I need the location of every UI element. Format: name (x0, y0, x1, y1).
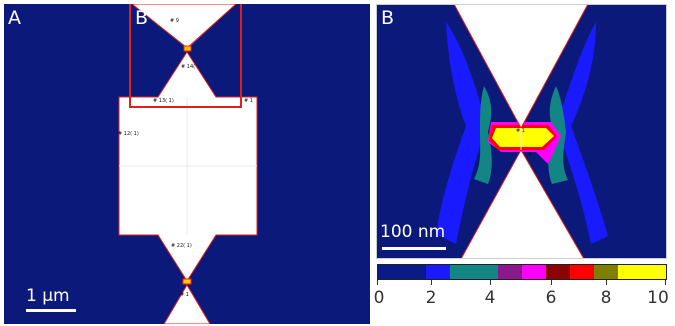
bottom-electrode-outline (163, 284, 211, 324)
colorbar-tick-label: 2 (425, 288, 437, 308)
bottom-electrode-b (461, 150, 584, 259)
top-electrode (132, 4, 236, 48)
colorbar-segment (570, 265, 594, 279)
point-label: # 1 (516, 128, 525, 134)
point-label: # 13( 1) (153, 98, 174, 104)
panel-a: # 9 # 14( # 13( 1) # 1 # 12( 1) # 22( 1)… (4, 4, 370, 324)
hotspot-yellow (492, 128, 554, 147)
top-electrode-b-outline (453, 4, 589, 130)
field-contour-blue (436, 22, 488, 244)
scale-bar-a (26, 309, 76, 312)
top-electrode-b (454, 4, 588, 128)
colorbar-tick-label: 10 (647, 288, 669, 308)
inset-letter: B (135, 7, 149, 29)
hotspot-bottom (182, 278, 192, 285)
colorbar-tick-label: 8 (600, 288, 612, 308)
colorbar-segment (426, 265, 450, 279)
scale-bar-b (382, 247, 446, 250)
colorbar-segment (498, 265, 522, 279)
point-label: # 1 (180, 292, 189, 298)
colorbar-tick (551, 280, 552, 285)
field-contour-teal (474, 86, 492, 184)
panel-b-field: # 1 # (376, 4, 667, 259)
point-label: # 14( (181, 64, 195, 70)
panel-a-letter: A (8, 7, 21, 29)
inset-box (129, 4, 242, 108)
colorbar-tick (606, 280, 607, 285)
point-label: # 12( 1) (118, 131, 139, 137)
colorbar-segment (546, 265, 570, 279)
colorbar-segment (378, 265, 426, 279)
colorbar-tick-label: 6 (545, 288, 557, 308)
colorbar-segment (594, 265, 618, 279)
point-label: # 9 (170, 18, 179, 24)
panel-a-field: # 9 # 14( # 13( 1) # 1 # 12( 1) # 22( 1)… (4, 4, 370, 324)
colorbar-tick (431, 280, 432, 285)
colorbar (377, 264, 667, 280)
panel-b-frame (376, 4, 667, 259)
point-label: # 22( 1) (171, 243, 192, 249)
colorbar-segment (450, 265, 498, 279)
field-contour-blue-right (556, 22, 608, 244)
scale-bar-label-b: 100 nm (380, 222, 446, 242)
colorbar-segment (618, 265, 666, 279)
point-label: # 1 (244, 98, 253, 104)
point-label: # (528, 152, 532, 158)
panel-b-letter: B (381, 7, 395, 29)
colorbar-tick (377, 280, 378, 285)
bottom-electrode (164, 285, 210, 324)
colorbar-tick (490, 280, 491, 285)
colorbar-tick-label: 0 (373, 288, 385, 308)
top-electrode-outline (131, 4, 237, 49)
colorbar-segment (522, 265, 546, 279)
panel-b: # 1 # B 100 nm (376, 4, 667, 259)
hotspot-top (183, 45, 192, 52)
colorbar-tick-label: 4 (484, 288, 496, 308)
scale-bar-label-a: 1 μm (26, 286, 70, 306)
colorbar-tick (665, 280, 666, 285)
bottom-electrode-b-outline (460, 148, 585, 259)
